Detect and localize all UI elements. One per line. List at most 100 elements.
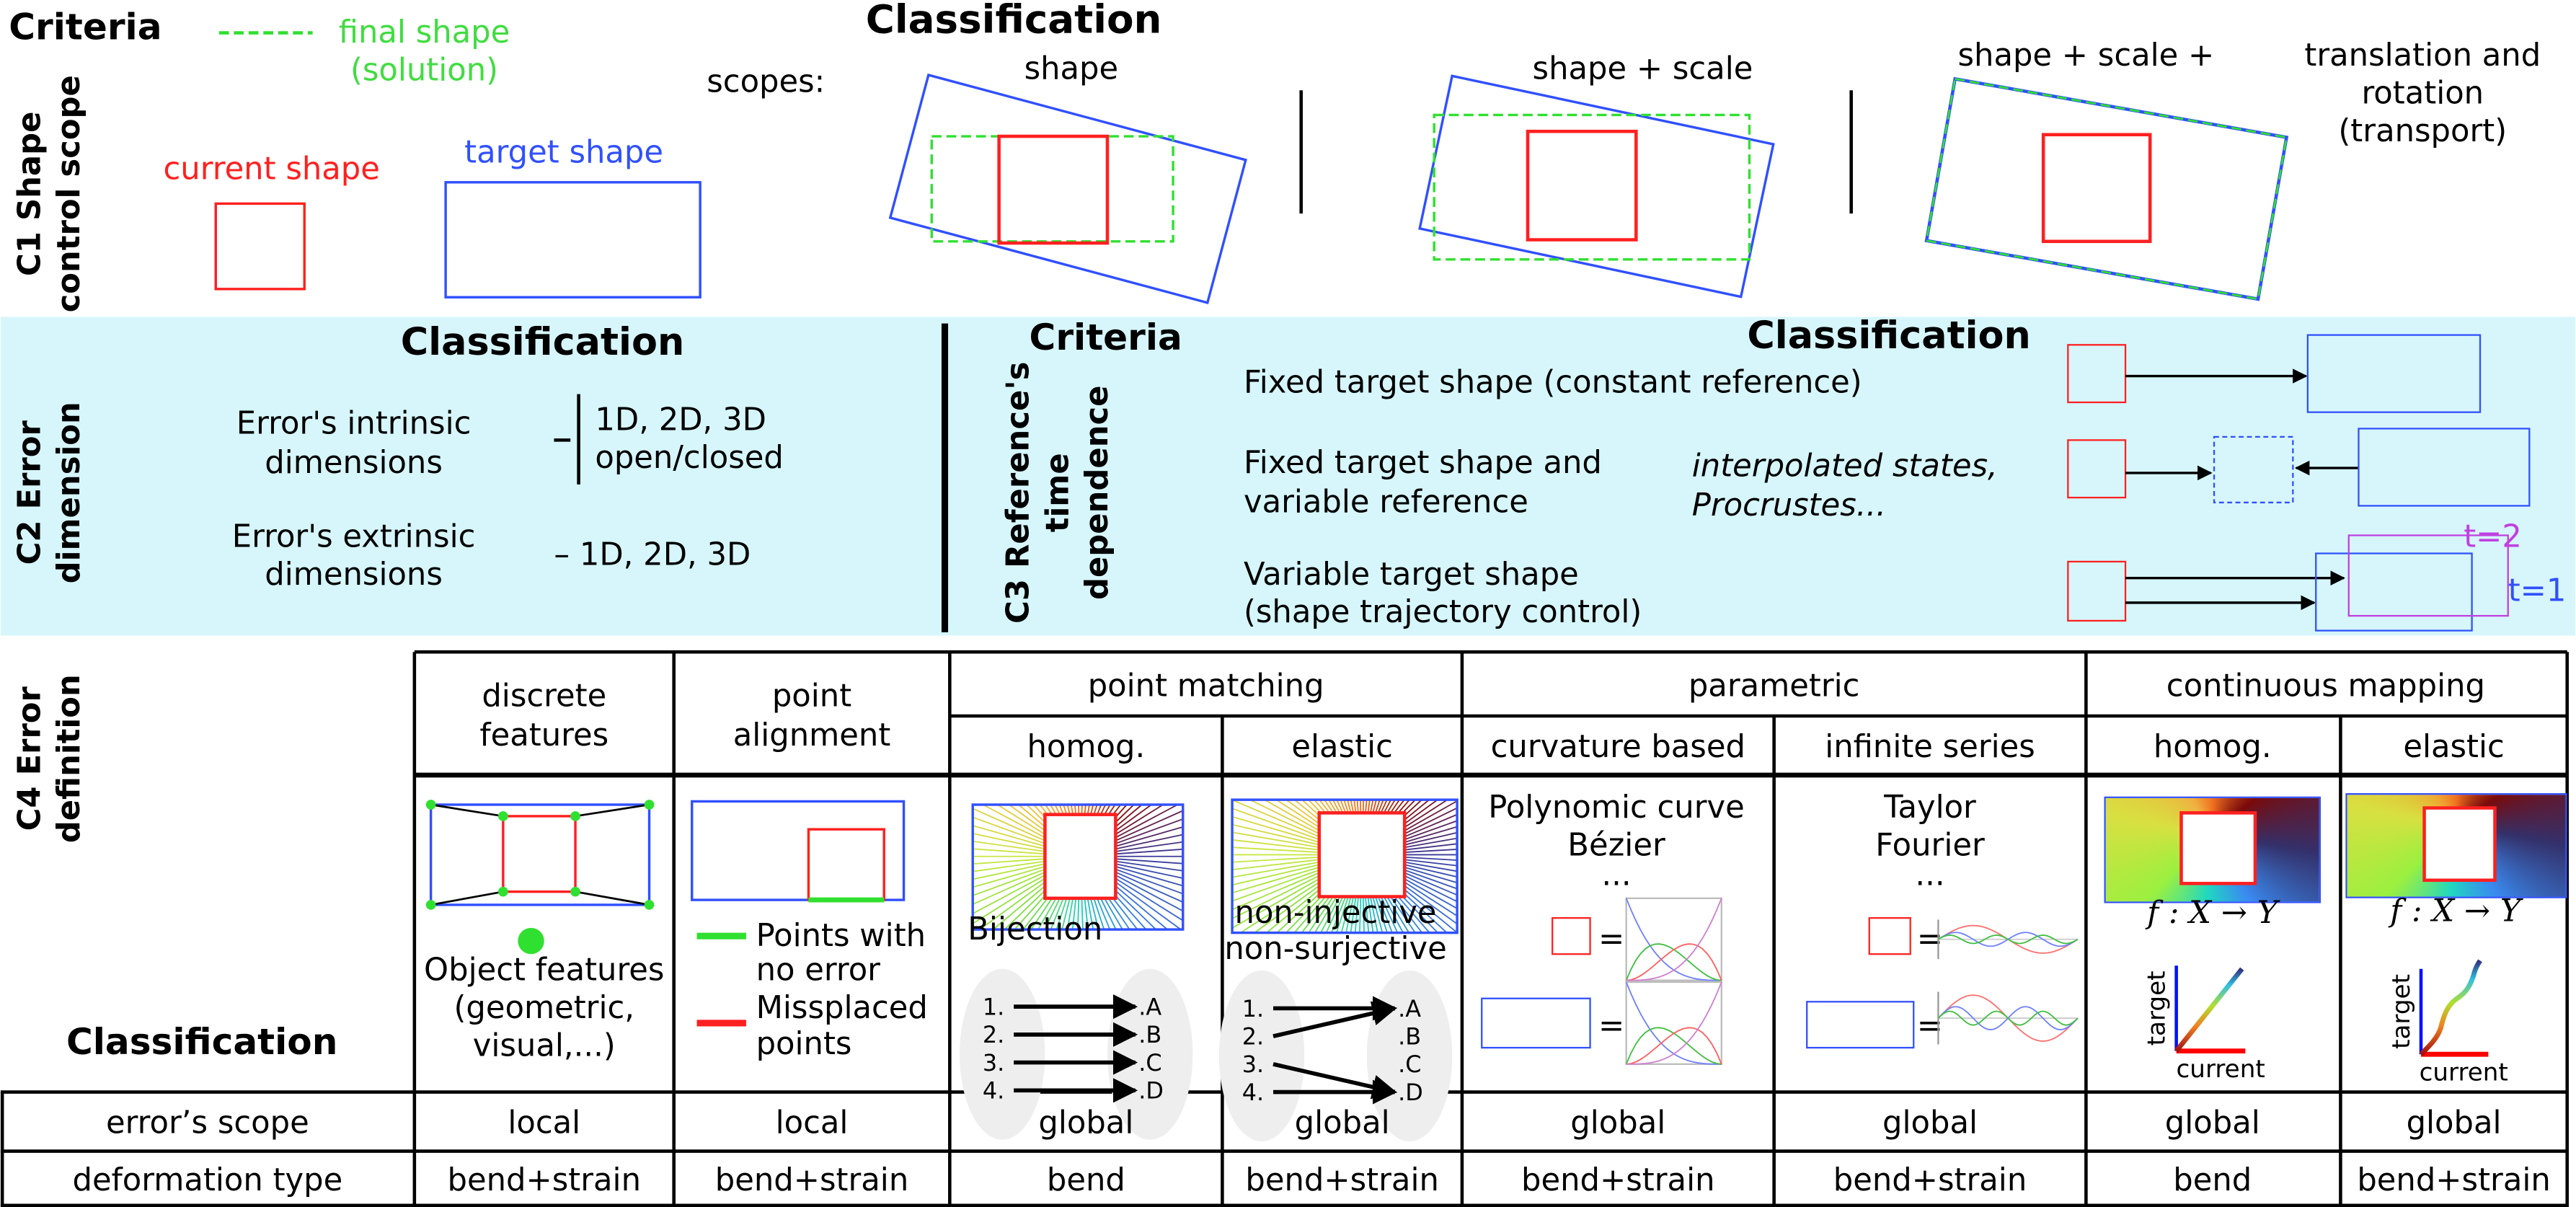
c2-label-2: dimension — [51, 402, 87, 583]
header-point-matching: point matching — [1088, 668, 1324, 704]
current-shape — [2067, 560, 2127, 622]
header-discrete-features-2: features — [479, 717, 608, 753]
header-point-alignment-2: alignment — [733, 717, 891, 753]
feature-dot-icon — [518, 927, 544, 955]
error-scope-value: global — [1882, 1105, 1978, 1141]
procrustes-note: Procrustes... — [1692, 487, 1886, 523]
scope-scale-target — [1418, 74, 1775, 299]
non-injective-label: non-injective — [1235, 895, 1437, 931]
current-shape — [2067, 344, 2127, 404]
c2-c3-band — [0, 317, 2576, 636]
deformation-type-value: bend+strain — [715, 1162, 908, 1198]
fourier-label: Fourier — [1875, 828, 1985, 864]
target-axis-label: target — [2387, 974, 2416, 1049]
variable-target-label-2: (shape trajectory control) — [1244, 594, 1642, 630]
target-shape — [2358, 428, 2531, 507]
intrinsic-label: Error's intrinsic — [236, 405, 472, 441]
c3-criteria-heading: Criteria — [1030, 316, 1182, 358]
scope-full-label-2: translation and — [2304, 37, 2541, 74]
c3-label-2: time — [1040, 453, 1076, 532]
deformation-type-value: bend+strain — [1833, 1162, 2027, 1198]
c4-label-2: definition — [51, 674, 87, 843]
homog-correspondence-fan — [971, 803, 1185, 931]
target-shape-t1 — [2315, 552, 2473, 632]
intrinsic-label-2: dimensions — [265, 445, 443, 481]
current-shape — [1552, 917, 1591, 955]
ellipsis: ... — [1915, 857, 1944, 893]
bijection-mapping-diagram: 1. .A 2. .B 3. .C 4. .D — [959, 968, 1193, 1140]
header-elastic: elastic — [1291, 729, 1392, 765]
c1-label: C1 Shape — [12, 112, 48, 276]
error-scope-value: global — [1295, 1105, 1390, 1141]
misplaced-label: Missplaced — [756, 990, 928, 1026]
target-shape — [1481, 997, 1591, 1049]
codomain-item: .C — [1138, 1049, 1161, 1076]
scope-shape-target — [888, 73, 1247, 304]
domain-item: 3. — [1242, 1051, 1264, 1078]
object-features-label-2: (geometric, — [454, 990, 635, 1026]
target-shape — [444, 181, 701, 299]
intrinsic-value-2: open/closed — [595, 440, 783, 476]
scope-shape-final — [930, 135, 1174, 243]
extrinsic-value: – 1D, 2D, 3D — [554, 536, 751, 572]
final-shape-label: final shape — [339, 14, 510, 50]
ellipsis: ... — [1601, 857, 1631, 893]
header-infinite-series: infinite series — [1825, 729, 2035, 765]
fixed-target-label: Fixed target shape (constant reference) — [1244, 364, 1862, 400]
codomain-item: .D — [1398, 1079, 1423, 1106]
scope-full-final — [1925, 77, 2288, 301]
homog-mapping-plot — [2174, 965, 2246, 1054]
table-grid — [0, 650, 2569, 1207]
current-shape-label: current shape — [164, 151, 380, 187]
c3-label-3: dependence — [1079, 385, 1115, 600]
elastic-mapping-plot — [2419, 959, 2489, 1057]
classification-values: local local global global global global global… — [448, 1105, 2551, 1199]
discrete-features-illustration — [425, 800, 655, 955]
mapping-formula: f : X → Y — [2388, 893, 2523, 929]
bezier-basis-plots — [1625, 897, 1722, 1065]
scope-full-current — [2041, 133, 2152, 244]
non-bijective-mapping-diagram: 1. .A 2. .B 3. .C 4. .D — [1218, 971, 1453, 1141]
domain-item: 1. — [983, 994, 1004, 1021]
object-features-label-3: visual,...) — [473, 1027, 616, 1064]
c2-section: C2 Error dimension Classification Error'… — [12, 320, 784, 593]
current-axis-label: current — [2177, 1055, 2265, 1084]
fixed-variable-label: Fixed target shape and — [1244, 445, 1602, 481]
current-shape — [2422, 806, 2497, 883]
bijection-label: Bijection — [968, 911, 1102, 947]
c1-label-2: control scope — [51, 75, 87, 312]
domain-item: 1. — [1242, 995, 1264, 1022]
deformation-type-value: bend+strain — [1245, 1162, 1438, 1198]
t1-label: t=1 — [2508, 573, 2567, 609]
c1-section: Criteria C1 Shape control scope final sh… — [9, 0, 2541, 312]
equals: = — [1917, 1008, 1943, 1044]
header-point-alignment: point — [772, 678, 851, 714]
codomain-item: .B — [1398, 1023, 1421, 1051]
deformation-type-value: bend — [2173, 1162, 2252, 1198]
scope-full-target — [1924, 76, 2289, 301]
codomain-item: .B — [1138, 1021, 1161, 1048]
non-surjective-label: non-surjective — [1224, 931, 1446, 967]
deformation-type-value: bend+strain — [448, 1162, 641, 1198]
deformation-type-value: bend+strain — [1521, 1162, 1714, 1198]
target-axis-label: target — [2143, 971, 2172, 1045]
extrinsic-label-2: dimensions — [265, 557, 443, 593]
criteria-heading: Criteria — [9, 6, 161, 48]
scope-shape-current — [997, 134, 1110, 245]
point-alignment-illustration — [691, 800, 906, 1027]
extrinsic-label: Error's extrinsic — [232, 518, 476, 554]
row-label-error-scope: error’s scope — [106, 1105, 309, 1141]
codomain-item: .A — [1398, 995, 1421, 1022]
target-shape — [2306, 334, 2482, 413]
header-parametric: parametric — [1688, 668, 1860, 704]
solution-label: (solution) — [350, 53, 498, 89]
mapping-formula: f : X → Y — [2145, 895, 2280, 931]
scope-full-label-3: rotation — [2361, 75, 2484, 111]
equals: = — [1598, 921, 1624, 957]
no-error-label-2: no error — [756, 952, 881, 989]
header-homog: homog. — [1027, 729, 1145, 765]
t2-label: t=2 — [2464, 518, 2522, 554]
header-continuous-homog: homog. — [2154, 729, 2272, 765]
error-scope-value: global — [2407, 1105, 2502, 1141]
